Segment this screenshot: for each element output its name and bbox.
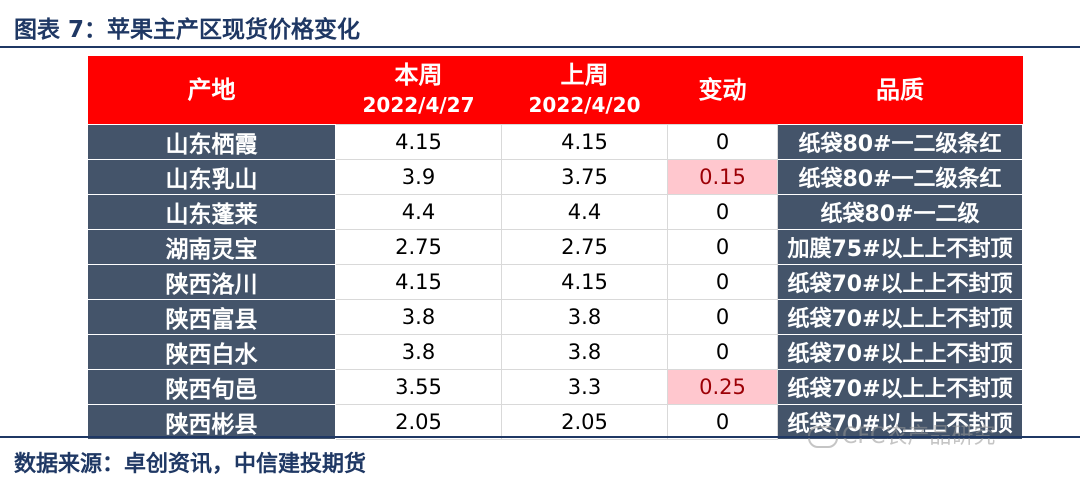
change-cell: 0 xyxy=(667,194,778,230)
change-cell: 0 xyxy=(667,404,778,440)
last-week-cell: 4.4 xyxy=(501,194,668,230)
table-row: 陕西旬邑 3.55 3.3 0.25 纸袋70#以上上不封顶 xyxy=(87,369,1023,405)
place-cell: 山东乳山 xyxy=(87,159,336,195)
place-cell: 山东栖霞 xyxy=(87,124,336,160)
last-week-cell: 2.75 xyxy=(501,229,668,265)
table-row: 山东栖霞 4.15 4.15 0 纸袋80#一二级条红 xyxy=(87,124,1023,160)
quality-cell: 纸袋80#一二级条红 xyxy=(777,124,1023,160)
last-week-cell: 2.05 xyxy=(501,404,668,440)
header-this-week-date: 2022/4/27 xyxy=(362,93,475,117)
change-cell: 0.15 xyxy=(667,159,778,195)
table-row: 陕西洛川 4.15 4.15 0 纸袋70#以上上不封顶 xyxy=(87,264,1023,300)
last-week-cell: 4.15 xyxy=(501,124,668,160)
quality-cell: 纸袋70#以上上不封顶 xyxy=(777,334,1023,370)
bottom-divider xyxy=(0,436,1080,438)
quality-cell: 纸袋70#以上上不封顶 xyxy=(777,264,1023,300)
header-last-week-label: 上周 xyxy=(560,61,609,89)
header-quality: 品质 xyxy=(777,56,1023,125)
table-row: 陕西富县 3.8 3.8 0 纸袋70#以上上不封顶 xyxy=(87,299,1023,335)
this-week-cell: 3.8 xyxy=(335,299,502,335)
this-week-cell: 3.9 xyxy=(335,159,502,195)
table-row: 山东乳山 3.9 3.75 0.15 纸袋80#一二级条红 xyxy=(87,159,1023,195)
top-divider xyxy=(0,46,1080,48)
this-week-cell: 2.75 xyxy=(335,229,502,265)
table-row: 陕西白水 3.8 3.8 0 纸袋70#以上上不封顶 xyxy=(87,334,1023,370)
source-note: 数据来源：卓创资讯，中信建投期货 xyxy=(14,452,367,477)
this-week-cell: 4.15 xyxy=(335,264,502,300)
header-row: 产地 本周 2022/4/27 上周 2022/4/20 变动 品质 xyxy=(87,56,1023,125)
change-cell: 0 xyxy=(667,299,778,335)
this-week-cell: 4.15 xyxy=(335,124,502,160)
quality-cell: 加膜75#以上上不封顶 xyxy=(777,229,1023,265)
quality-cell: 纸袋80#一二级 xyxy=(777,194,1023,230)
table-row: 湖南灵宝 2.75 2.75 0 加膜75#以上上不封顶 xyxy=(87,229,1023,265)
change-cell: 0 xyxy=(667,124,778,160)
place-cell: 陕西旬邑 xyxy=(87,369,336,405)
this-week-cell: 3.8 xyxy=(335,334,502,370)
last-week-cell: 3.75 xyxy=(501,159,668,195)
place-cell: 陕西彬县 xyxy=(87,404,336,440)
place-cell: 山东蓬莱 xyxy=(87,194,336,230)
quality-cell: 纸袋70#以上上不封顶 xyxy=(777,404,1023,440)
watermark: CFC农产品研究 xyxy=(808,418,995,450)
quality-cell: 纸袋70#以上上不封顶 xyxy=(777,369,1023,405)
place-cell: 陕西富县 xyxy=(87,299,336,335)
header-this-week: 本周 2022/4/27 xyxy=(335,56,502,125)
last-week-cell: 3.8 xyxy=(501,334,668,370)
change-cell: 0.25 xyxy=(667,369,778,405)
last-week-cell: 4.15 xyxy=(501,264,668,300)
last-week-cell: 3.8 xyxy=(501,299,668,335)
price-table: 产地 本周 2022/4/27 上周 2022/4/20 变动 品质 山东栖霞 4… xyxy=(87,56,1023,440)
table-row: 陕西彬县 2.05 2.05 0 纸袋70#以上上不封顶 xyxy=(87,404,1023,440)
last-week-cell: 3.3 xyxy=(501,369,668,405)
header-last-week: 上周 2022/4/20 xyxy=(501,56,668,125)
header-place: 产地 xyxy=(87,56,336,125)
change-cell: 0 xyxy=(667,264,778,300)
this-week-cell: 3.55 xyxy=(335,369,502,405)
place-cell: 陕西洛川 xyxy=(87,264,336,300)
this-week-cell: 4.4 xyxy=(335,194,502,230)
place-cell: 湖南灵宝 xyxy=(87,229,336,265)
header-this-week-label: 本周 xyxy=(394,61,443,89)
quality-cell: 纸袋70#以上上不封顶 xyxy=(777,299,1023,335)
quality-cell: 纸袋80#一二级条红 xyxy=(777,159,1023,195)
place-cell: 陕西白水 xyxy=(87,334,336,370)
header-change: 变动 xyxy=(667,56,778,125)
change-cell: 0 xyxy=(667,334,778,370)
figure-title: 图表 7：苹果主产区现货价格变化 xyxy=(14,17,361,43)
change-cell: 0 xyxy=(667,229,778,265)
this-week-cell: 2.05 xyxy=(335,404,502,440)
table-row: 山东蓬莱 4.4 4.4 0 纸袋80#一二级 xyxy=(87,194,1023,230)
header-last-week-date: 2022/4/20 xyxy=(528,93,641,117)
table-body: 山东栖霞 4.15 4.15 0 纸袋80#一二级条红 山东乳山 3.9 3.75 0.15 纸袋… xyxy=(87,124,1023,440)
